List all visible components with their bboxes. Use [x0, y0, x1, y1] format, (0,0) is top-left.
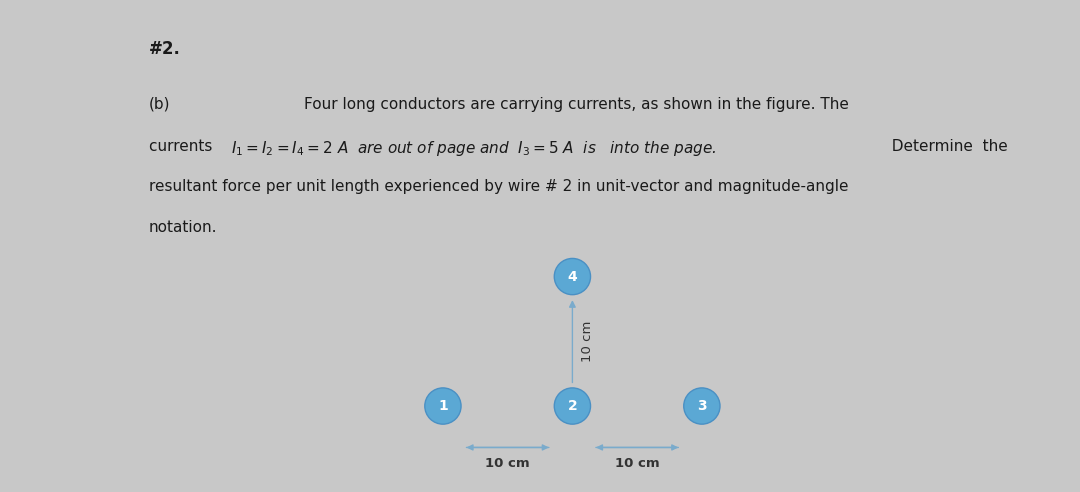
Text: 3: 3: [697, 399, 706, 413]
Text: #2.: #2.: [149, 40, 180, 58]
Text: 4: 4: [567, 270, 578, 283]
Text: 10 cm: 10 cm: [581, 321, 594, 362]
Text: currents: currents: [149, 139, 222, 154]
Text: $I_1 = I_2 = I_4 = 2\ A$  are out of page and  $I_3 = 5\ A$  is   into the page.: $I_1 = I_2 = I_4 = 2\ A$ are out of page…: [231, 139, 716, 158]
Text: 2: 2: [567, 399, 578, 413]
Text: Determine  the: Determine the: [881, 139, 1008, 154]
Text: (b): (b): [149, 96, 171, 112]
Text: 10 cm: 10 cm: [615, 457, 660, 469]
Text: notation.: notation.: [149, 220, 217, 235]
Circle shape: [554, 388, 591, 424]
Text: resultant force per unit length experienced by wire # 2 in unit-vector and magni: resultant force per unit length experien…: [149, 179, 849, 194]
Circle shape: [554, 258, 591, 295]
Circle shape: [424, 388, 461, 424]
Text: Four long conductors are carrying currents, as shown in the figure. The: Four long conductors are carrying curren…: [303, 96, 849, 112]
Text: 10 cm: 10 cm: [485, 457, 530, 469]
Circle shape: [684, 388, 720, 424]
Text: 1: 1: [438, 399, 448, 413]
